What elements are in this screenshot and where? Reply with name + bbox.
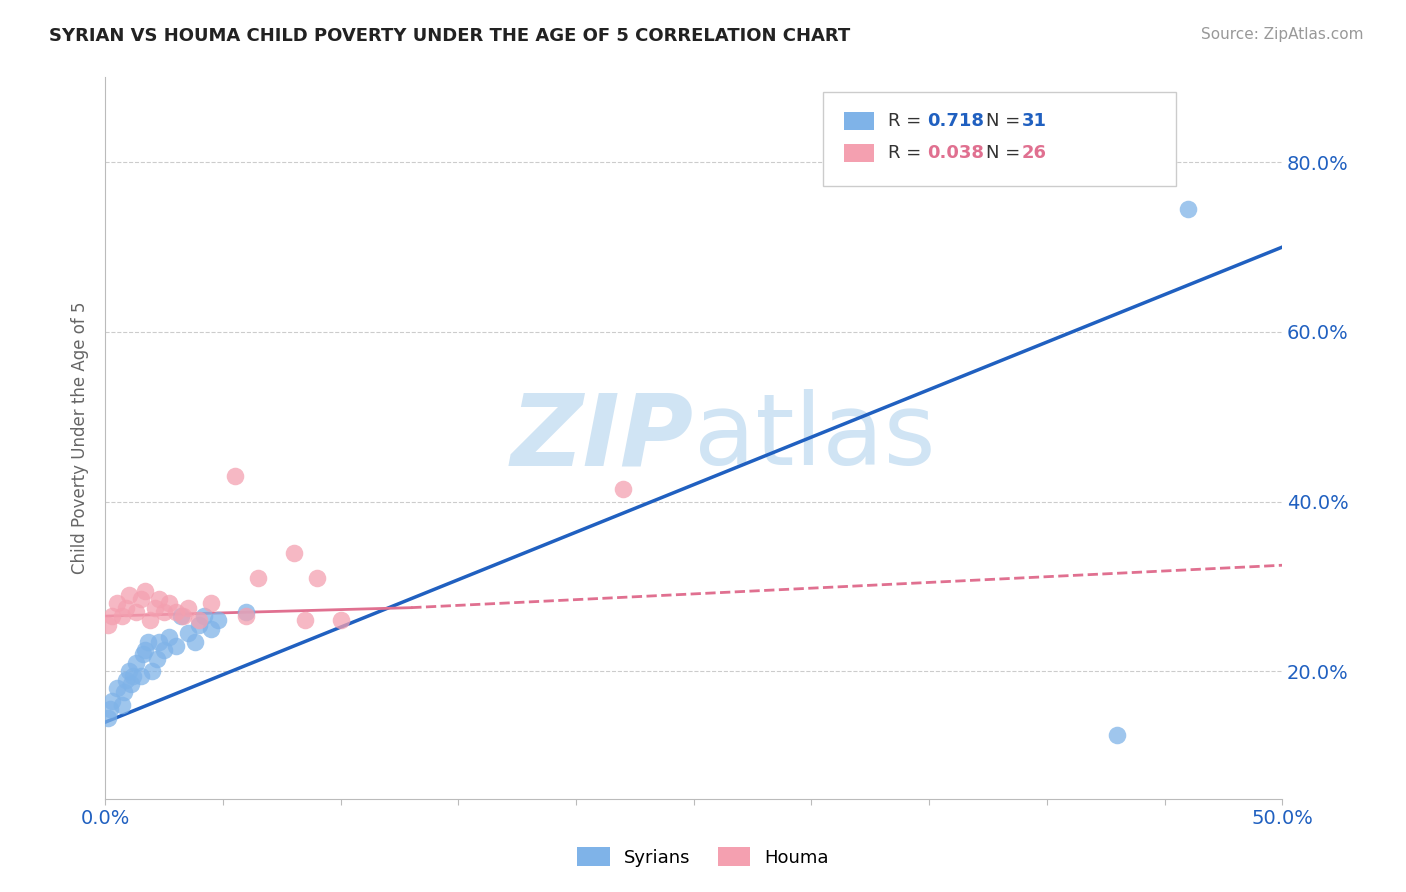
Point — [283, 545, 305, 559]
Point — [329, 613, 352, 627]
Point — [139, 613, 162, 627]
Point — [105, 681, 128, 696]
Point — [112, 685, 135, 699]
Point — [111, 609, 134, 624]
Point — [132, 648, 155, 662]
Point — [165, 639, 187, 653]
Point — [129, 592, 152, 607]
Point — [176, 626, 198, 640]
Point — [612, 482, 634, 496]
Point — [118, 665, 141, 679]
Point — [183, 634, 205, 648]
Text: 0.038: 0.038 — [927, 145, 984, 162]
Point — [294, 613, 316, 627]
Point — [247, 571, 270, 585]
Point — [207, 613, 229, 627]
Point — [200, 596, 222, 610]
Point — [125, 605, 148, 619]
FancyBboxPatch shape — [845, 145, 873, 162]
Point — [118, 588, 141, 602]
Point — [101, 609, 124, 624]
Y-axis label: Child Poverty Under the Age of 5: Child Poverty Under the Age of 5 — [72, 301, 89, 574]
Point — [235, 605, 257, 619]
Point — [169, 609, 191, 624]
Point — [98, 702, 121, 716]
Point — [157, 631, 180, 645]
Point — [307, 571, 329, 585]
Point — [122, 668, 145, 682]
FancyBboxPatch shape — [823, 92, 1177, 186]
Point — [115, 600, 138, 615]
Point — [101, 694, 124, 708]
Text: 31: 31 — [1022, 112, 1047, 129]
Point — [176, 600, 198, 615]
Text: atlas: atlas — [693, 390, 935, 486]
Point — [1107, 728, 1129, 742]
Point — [153, 605, 176, 619]
Point — [97, 617, 120, 632]
Point — [134, 583, 156, 598]
Point — [136, 634, 159, 648]
Point — [143, 600, 166, 615]
Text: 0.718: 0.718 — [927, 112, 984, 129]
Point — [111, 698, 134, 713]
Text: ZIP: ZIP — [510, 390, 693, 486]
Point — [129, 668, 152, 682]
Text: N =: N = — [986, 112, 1025, 129]
Point — [200, 622, 222, 636]
Point — [188, 613, 211, 627]
Point — [148, 634, 170, 648]
Point — [188, 617, 211, 632]
Point — [105, 596, 128, 610]
Point — [115, 673, 138, 687]
Point — [120, 677, 142, 691]
Point — [148, 592, 170, 607]
Point — [141, 665, 163, 679]
Text: N =: N = — [986, 145, 1025, 162]
Point — [134, 643, 156, 657]
Text: R =: R = — [889, 112, 927, 129]
Legend: Syrians, Houma: Syrians, Houma — [569, 840, 837, 874]
Point — [193, 609, 215, 624]
Text: 26: 26 — [1022, 145, 1047, 162]
Text: SYRIAN VS HOUMA CHILD POVERTY UNDER THE AGE OF 5 CORRELATION CHART: SYRIAN VS HOUMA CHILD POVERTY UNDER THE … — [49, 27, 851, 45]
Point — [146, 651, 169, 665]
Point — [97, 711, 120, 725]
Point — [165, 605, 187, 619]
Text: R =: R = — [889, 145, 927, 162]
Point — [235, 609, 257, 624]
Point — [1177, 202, 1199, 216]
Point — [224, 469, 246, 483]
Text: Source: ZipAtlas.com: Source: ZipAtlas.com — [1201, 27, 1364, 42]
FancyBboxPatch shape — [845, 112, 873, 129]
Point — [153, 643, 176, 657]
Point — [157, 596, 180, 610]
Point — [125, 656, 148, 670]
Point — [172, 609, 194, 624]
